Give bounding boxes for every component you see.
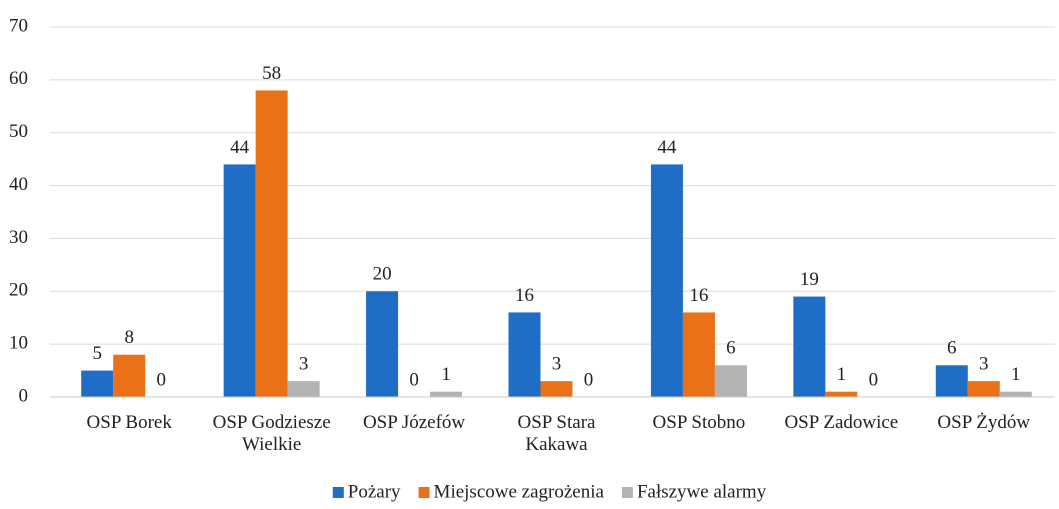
y-tick-label: 30 [9, 227, 28, 248]
y-tick-label: 50 [9, 121, 28, 142]
data-label: 58 [262, 63, 281, 84]
data-label: 5 [92, 343, 102, 364]
y-tick-label: 0 [19, 385, 29, 406]
bar [366, 291, 399, 397]
x-tick-label: OSP Żydów [937, 412, 1031, 433]
bar [682, 312, 715, 397]
bar [508, 312, 541, 397]
legend-label: Pożary [348, 481, 401, 502]
bar [825, 391, 858, 397]
data-label: 8 [124, 327, 134, 348]
bar [935, 365, 968, 397]
data-label: 44 [230, 137, 250, 158]
data-label: 3 [979, 354, 989, 375]
data-label: 6 [726, 338, 736, 359]
bar [113, 354, 146, 397]
y-tick-label: 20 [9, 280, 28, 301]
legend-label: Fałszywe alarmy [637, 481, 767, 502]
legend-swatch [621, 487, 633, 498]
data-label: 0 [156, 369, 166, 390]
x-tick-label: OSP Stara Kakawa [517, 412, 596, 455]
data-label: 16 [689, 285, 708, 306]
bar [255, 90, 288, 397]
data-label: 0 [869, 369, 879, 390]
data-label: 3 [299, 354, 309, 375]
legend-label: Miejscowe zagrożenia [434, 481, 605, 502]
bar [223, 164, 256, 397]
bar [999, 391, 1032, 397]
y-tick-label: 60 [9, 68, 28, 89]
data-label: 1 [837, 364, 847, 385]
x-tick-label: OSP Józefów [362, 412, 466, 433]
data-label: 1 [1011, 364, 1021, 385]
y-tick-label: 10 [9, 333, 28, 354]
bar [430, 391, 463, 397]
data-label: 1 [441, 364, 451, 385]
bar [714, 365, 747, 397]
data-label: 3 [552, 354, 562, 375]
data-label: 0 [584, 369, 594, 390]
bar [287, 381, 320, 397]
data-label: 44 [657, 137, 677, 158]
data-label: 0 [409, 369, 419, 390]
y-tick-label: 40 [9, 174, 28, 195]
x-tick-label: OSP Zadowice [784, 412, 899, 433]
x-tick-label: OSP Stobno [652, 412, 746, 433]
data-label: 16 [515, 285, 534, 306]
x-tick-label: OSP Godziesze Wielkie [212, 412, 331, 455]
y-tick-label: 70 [9, 15, 28, 36]
bar [650, 164, 683, 397]
data-label: 19 [800, 269, 819, 290]
data-label: 20 [373, 264, 392, 285]
bar [81, 370, 114, 397]
legend-swatch [332, 487, 344, 498]
bar [540, 381, 573, 397]
legend-swatch [418, 487, 430, 498]
bar [793, 296, 826, 397]
x-tick-label: OSP Borek [86, 412, 172, 433]
data-label: 6 [947, 338, 957, 359]
bar [967, 381, 1000, 397]
